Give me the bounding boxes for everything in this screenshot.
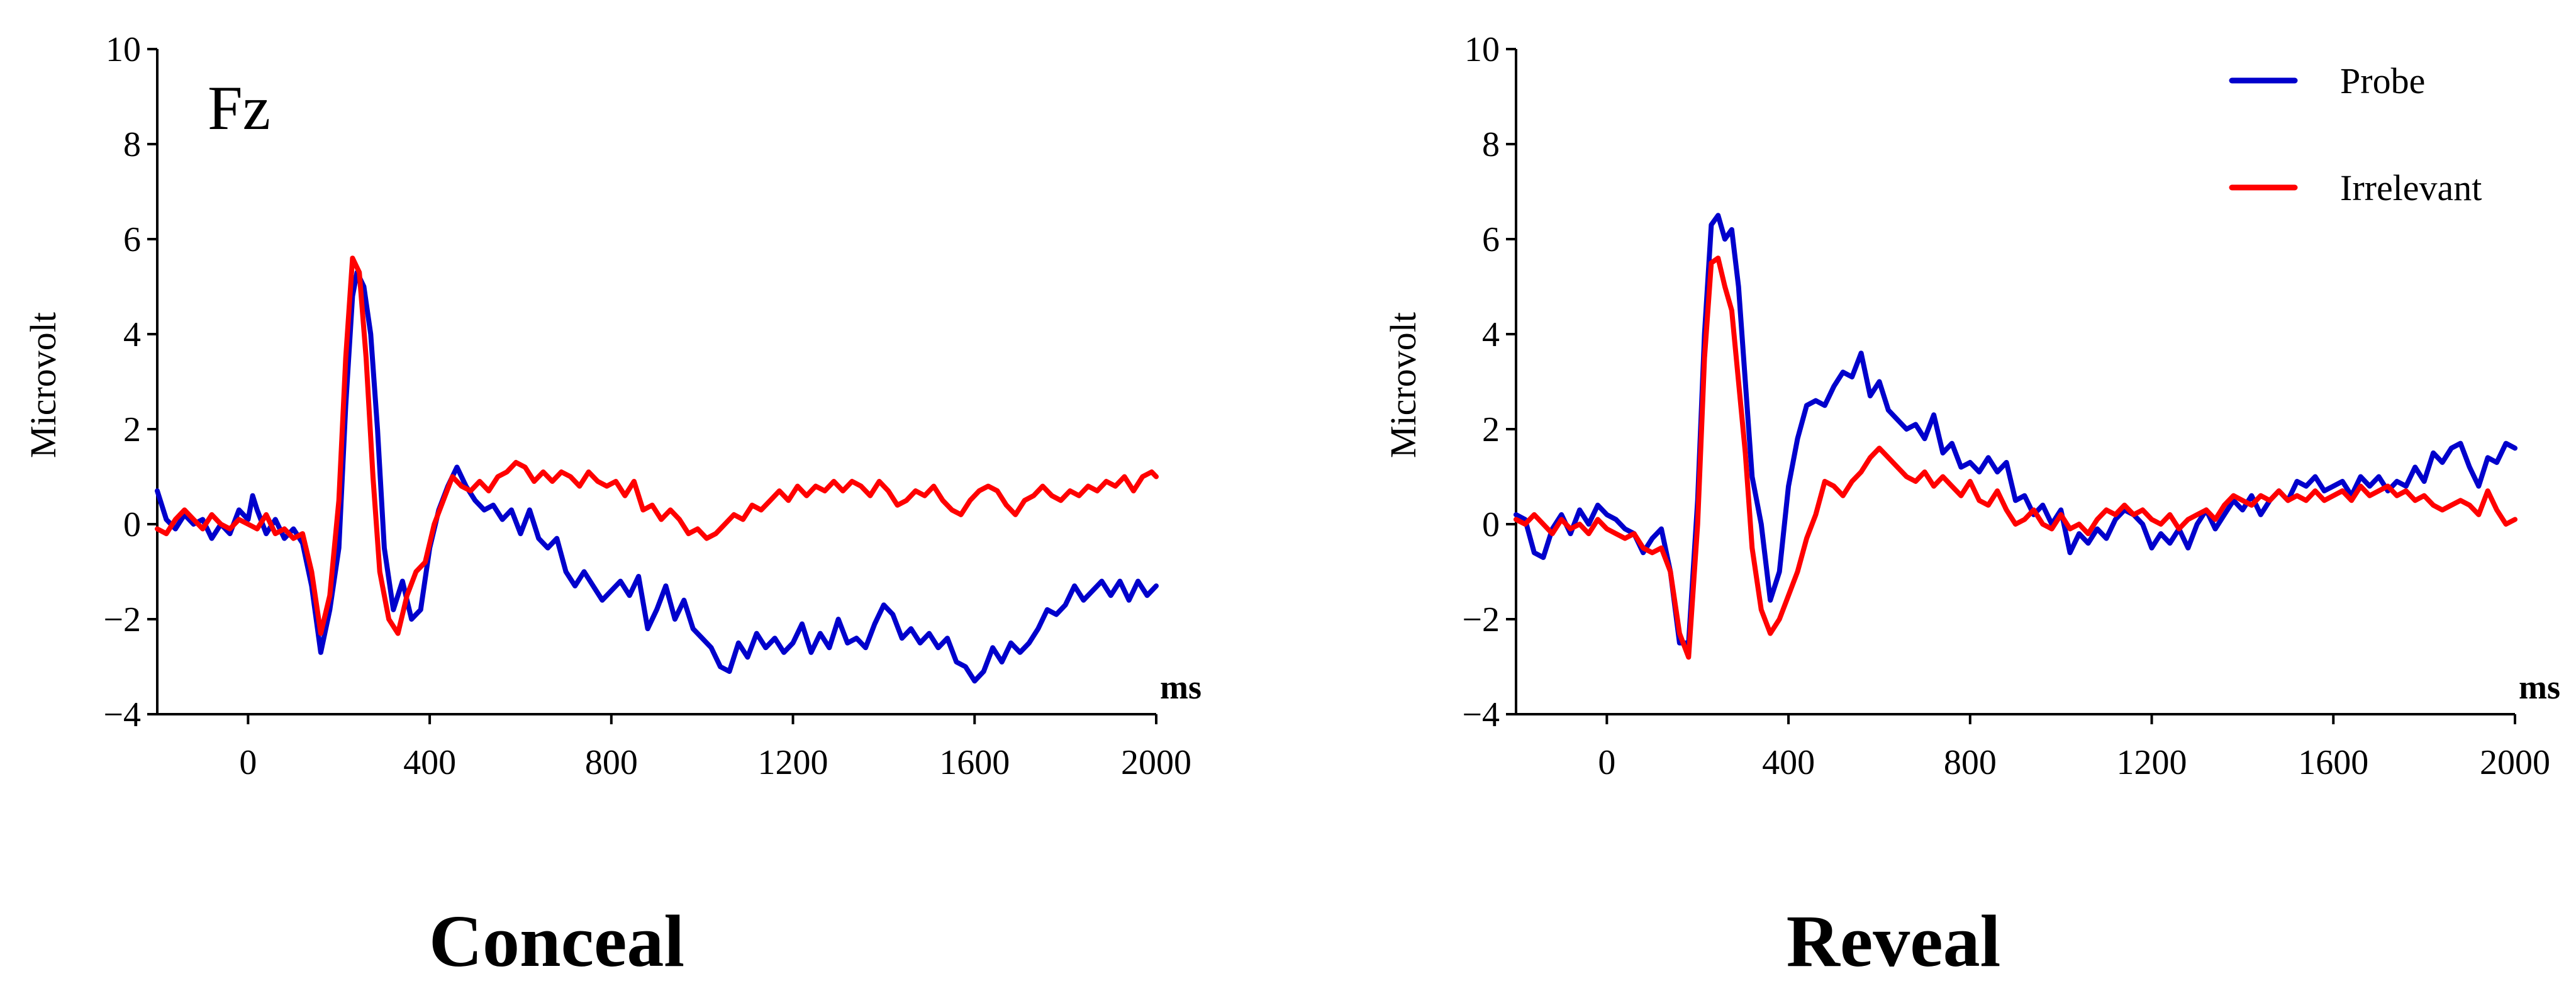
y-tick-label: −4 bbox=[103, 695, 141, 734]
x-tick-label: 0 bbox=[239, 743, 257, 782]
y-tick-label: 4 bbox=[123, 315, 141, 354]
legend-label-irrelevant: Irrelevant bbox=[2340, 167, 2482, 208]
x-tick-label: 800 bbox=[1944, 743, 1997, 782]
y-tick-label: 10 bbox=[106, 30, 141, 69]
x-axis-unit-label: ms bbox=[2519, 668, 2560, 706]
x-tick-label: 2000 bbox=[1121, 743, 1191, 782]
y-tick-label: 8 bbox=[1482, 125, 1500, 164]
y-tick-label: 10 bbox=[1464, 30, 1500, 69]
x-tick-label: 1200 bbox=[758, 743, 828, 782]
x-tick-label: 2000 bbox=[2480, 743, 2550, 782]
y-tick-label: 6 bbox=[123, 220, 141, 259]
legend: Probe Irrelevant bbox=[2229, 60, 2482, 208]
x-tick-label: 1200 bbox=[2117, 743, 2187, 782]
y-tick-label: 2 bbox=[123, 410, 141, 449]
x-tick-label: 400 bbox=[403, 743, 456, 782]
y-tick-label: 0 bbox=[123, 505, 141, 544]
electrode-label: Fz bbox=[208, 73, 270, 143]
series-line-probe bbox=[1514, 213, 2517, 646]
y-axis-title: Microvolt bbox=[1383, 312, 1424, 458]
y-tick-label: −2 bbox=[1462, 600, 1500, 639]
x-tick-label: 400 bbox=[1762, 743, 1815, 782]
y-axis-title: Microvolt bbox=[23, 312, 64, 458]
y-tick-label: −4 bbox=[1462, 695, 1500, 734]
y-tick-label: 0 bbox=[1482, 505, 1500, 544]
y-tick-label: −2 bbox=[103, 600, 141, 639]
y-tick-label: 6 bbox=[1482, 220, 1500, 259]
legend-label-probe: Probe bbox=[2340, 60, 2425, 101]
x-tick-label: 1600 bbox=[2298, 743, 2368, 782]
x-tick-label: 800 bbox=[585, 743, 638, 782]
series-line-irrelevant bbox=[155, 255, 1159, 636]
y-tick-label: 8 bbox=[123, 125, 141, 164]
y-tick-label: 4 bbox=[1482, 315, 1500, 354]
reveal-panel: Microvolt ms Reveal −4 −2 0 2 4 6 8 10 0 400 800 12… bbox=[1383, 30, 2560, 982]
y-tick-label: 2 bbox=[1482, 410, 1500, 449]
x-tick-label: 0 bbox=[1598, 743, 1615, 782]
panel-caption: Reveal bbox=[1787, 900, 2001, 982]
x-axis-unit-label: ms bbox=[1160, 668, 1202, 706]
panel-caption: Conceal bbox=[429, 900, 684, 982]
series-line-probe bbox=[155, 269, 1159, 684]
x-tick-label: 1600 bbox=[939, 743, 1010, 782]
series-line-irrelevant bbox=[1514, 255, 2517, 660]
conceal-panel: Fz Microvolt ms Conceal −4 −2 0 2 4 6 8 10 0 400 8… bbox=[23, 30, 1202, 982]
